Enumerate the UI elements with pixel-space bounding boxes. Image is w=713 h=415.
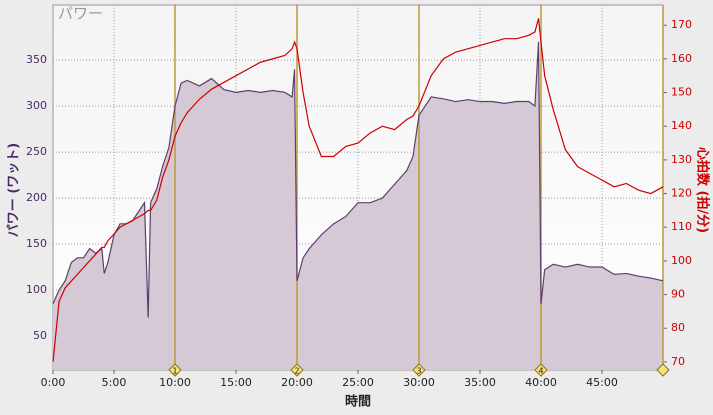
- y2-tick-label: 90: [671, 288, 685, 301]
- y-tick-label: 150: [26, 237, 47, 250]
- x-tick-label: 40:00: [525, 376, 557, 389]
- lap-label: 2: [294, 367, 299, 376]
- x-tick-label: 25:00: [342, 376, 374, 389]
- y2-tick-label: 160: [671, 52, 692, 65]
- x-tick-label: 30:00: [403, 376, 435, 389]
- y2-tick-label: 140: [671, 119, 692, 132]
- lap-marker: [534, 363, 548, 377]
- y-tick-label: 300: [26, 99, 47, 112]
- lap-marker: [290, 363, 304, 377]
- y2-tick-label: 80: [671, 321, 685, 334]
- power-area-fill: [53, 41, 663, 370]
- lap-marker: [656, 363, 670, 377]
- x-tick-label: 15:00: [220, 376, 252, 389]
- x-axis-title: 時間: [345, 394, 371, 410]
- series-line: [52, 41, 664, 318]
- y-tick-label: 50: [33, 329, 47, 342]
- y2-tick-label: 150: [671, 86, 692, 99]
- x-tick-label: 45:00: [586, 376, 618, 389]
- lap-marker: [168, 363, 182, 377]
- y2-tick-label: 70: [671, 355, 685, 368]
- x-tick-label: 20:00: [281, 376, 313, 389]
- x-tick-label: 35:00: [464, 376, 496, 389]
- lap-label: 4: [538, 367, 543, 376]
- chart-title: パワー: [58, 5, 103, 23]
- lap-label: 3: [416, 367, 421, 376]
- y-tick-label: 200: [26, 191, 47, 204]
- x-tick-label: 5:00: [102, 376, 127, 389]
- y2-tick-label: 130: [671, 153, 692, 166]
- y-axis-title: パワー (ワット): [7, 143, 22, 237]
- y2-axis-title: 心拍数 (拍/分): [695, 147, 711, 233]
- lap-label: 1: [172, 367, 177, 376]
- series-line: [52, 18, 664, 362]
- y-tick-label: 100: [26, 283, 47, 296]
- y2-tick-label: 100: [671, 254, 692, 267]
- lap-marker: [412, 363, 426, 377]
- y2-tick-label: 170: [671, 18, 692, 31]
- y2-tick-label: 110: [671, 220, 692, 233]
- y-tick-label: 250: [26, 145, 47, 158]
- x-tick-label: 10:00: [159, 376, 191, 389]
- x-tick-label: 0:00: [41, 376, 66, 389]
- y2-tick-label: 120: [671, 187, 692, 200]
- y-tick-label: 350: [26, 53, 47, 66]
